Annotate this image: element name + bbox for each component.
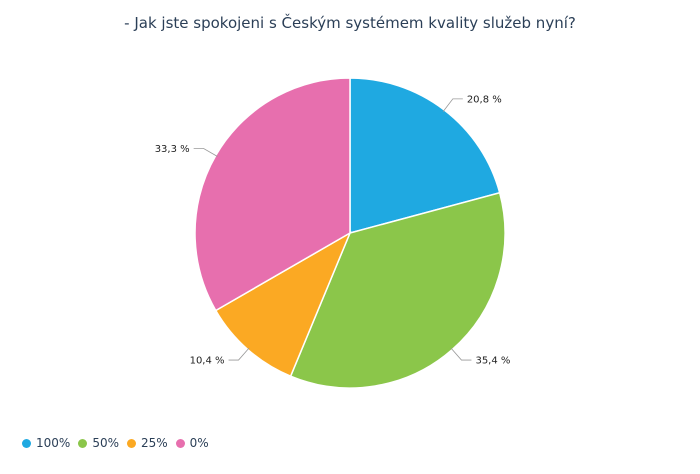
leader-line-50 — [450, 347, 472, 361]
legend-item-25[interactable]: 25% — [126, 436, 168, 450]
leader-line-100 — [442, 98, 463, 112]
data-label-0: 33,3 % — [155, 144, 190, 155]
legend-label-100: 100% — [36, 436, 71, 450]
legend-label-50: 50% — [92, 436, 119, 450]
legend: 100% 50% 25% 0% — [22, 436, 217, 450]
legend-label-0: 0% — [189, 436, 209, 450]
legend-swatch-0 — [175, 438, 185, 448]
chart-title: - Jak jste spokojeni s Českým systémem k… — [124, 14, 576, 32]
legend-swatch-50 — [78, 438, 88, 448]
data-label-100: 20,8 % — [467, 94, 502, 105]
legend-item-0[interactable]: 0% — [175, 436, 209, 450]
leader-line-25 — [228, 347, 250, 361]
leader-line-0 — [193, 148, 218, 157]
data-label-50: 35,4 % — [475, 356, 510, 367]
legend-item-50[interactable]: 50% — [78, 436, 119, 450]
legend-item-100[interactable]: 100% — [22, 436, 70, 450]
legend-swatch-100 — [22, 438, 31, 448]
data-label-25: 10,4 % — [190, 356, 225, 367]
legend-label-25: 25% — [140, 436, 168, 450]
legend-swatch-25 — [126, 438, 136, 448]
